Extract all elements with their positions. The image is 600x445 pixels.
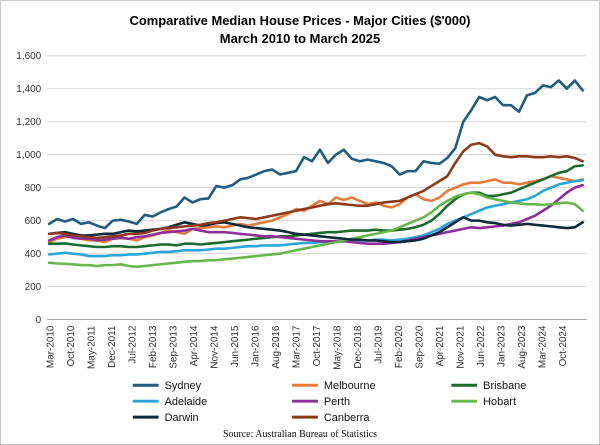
legend-label-adelaide: Adelaide bbox=[165, 396, 208, 408]
x-tick-label: Aug-2023 bbox=[517, 325, 528, 369]
y-axis: 0 200 400 600 800 1,000 1,200 1,400 1,600 bbox=[16, 51, 41, 326]
gridlines bbox=[47, 55, 587, 321]
x-tick-label: Sep-2013 bbox=[169, 325, 180, 369]
x-tick-label: Feb-2020 bbox=[394, 325, 405, 368]
x-tick-label: Oct-2024 bbox=[558, 325, 569, 366]
legend-label-perth: Perth bbox=[324, 396, 350, 408]
series-line-hobart bbox=[47, 191, 585, 269]
x-tick-label: Mar-2024 bbox=[537, 325, 548, 368]
x-tick-label: Mar-2010 bbox=[46, 325, 57, 368]
legend-label-brisbane: Brisbane bbox=[483, 380, 526, 392]
x-tick-label: Oct-2017 bbox=[312, 325, 323, 366]
chart-subtitle: March 2010 to March 2025 bbox=[220, 31, 380, 46]
x-tick-label: Jul-2012 bbox=[128, 325, 139, 364]
y-tick-label: 1,600 bbox=[16, 51, 41, 62]
x-tick-label: Oct-2010 bbox=[66, 325, 77, 366]
chart-title: Comparative Median House Prices - Major … bbox=[129, 13, 470, 28]
x-tick-label: Mar-2017 bbox=[292, 325, 303, 368]
x-tick-label: Feb-2013 bbox=[148, 325, 159, 368]
y-tick-label: 600 bbox=[25, 216, 42, 227]
x-axis: Mar-2010 Oct-2010 May-2011 Dec-2011 Jul-2012… bbox=[46, 325, 569, 370]
legend: Sydney Melbourne Brisbane Adelaide Perth Hoba… bbox=[132, 380, 526, 424]
y-tick-label: 0 bbox=[36, 315, 42, 326]
y-tick-label: 1,400 bbox=[16, 84, 41, 95]
series-line-sydney bbox=[47, 79, 585, 230]
series-lines bbox=[47, 79, 585, 269]
y-tick-label: 200 bbox=[25, 282, 42, 293]
x-tick-label: Jun-2015 bbox=[230, 325, 241, 367]
x-tick-label: Jul-2019 bbox=[374, 325, 385, 364]
y-tick-label: 800 bbox=[25, 183, 42, 194]
x-tick-label: Apr-2014 bbox=[189, 325, 200, 366]
series-line-brisbane bbox=[47, 164, 585, 249]
legend-label-hobart: Hobart bbox=[483, 396, 516, 408]
legend-label-melbourne: Melbourne bbox=[324, 380, 376, 392]
y-tick-label: 1,000 bbox=[16, 150, 41, 161]
x-tick-label: Apr-2021 bbox=[435, 325, 446, 366]
y-tick-label: 1,200 bbox=[16, 117, 41, 128]
series-line-canberra bbox=[47, 141, 585, 240]
x-tick-label: May-2011 bbox=[87, 325, 98, 369]
x-tick-label: Sep-2020 bbox=[415, 325, 426, 369]
legend-label-sydney: Sydney bbox=[165, 380, 202, 392]
series-line-adelaide bbox=[47, 178, 585, 258]
series-line-darwin bbox=[47, 216, 585, 244]
y-tick-label: 400 bbox=[25, 249, 42, 260]
x-tick-label: Dec-2018 bbox=[353, 325, 364, 369]
x-tick-label: Jan-2016 bbox=[251, 325, 262, 367]
series-line-melbourne bbox=[47, 174, 585, 244]
legend-label-darwin: Darwin bbox=[165, 412, 199, 424]
x-tick-label: Nov-2021 bbox=[456, 325, 467, 369]
x-tick-label: Jun-2022 bbox=[476, 325, 487, 367]
x-tick-label: Nov-2014 bbox=[210, 325, 221, 369]
x-tick-label: May-2018 bbox=[333, 325, 344, 370]
legend-label-canberra: Canberra bbox=[324, 412, 371, 424]
source-note: Source: Australian Bureau of Statistics bbox=[223, 429, 377, 440]
x-tick-label: Jan-2023 bbox=[496, 325, 507, 367]
series-line-perth bbox=[47, 183, 585, 245]
x-tick-label: Aug-2016 bbox=[271, 325, 282, 369]
x-tick-label: Dec-2011 bbox=[107, 325, 118, 368]
